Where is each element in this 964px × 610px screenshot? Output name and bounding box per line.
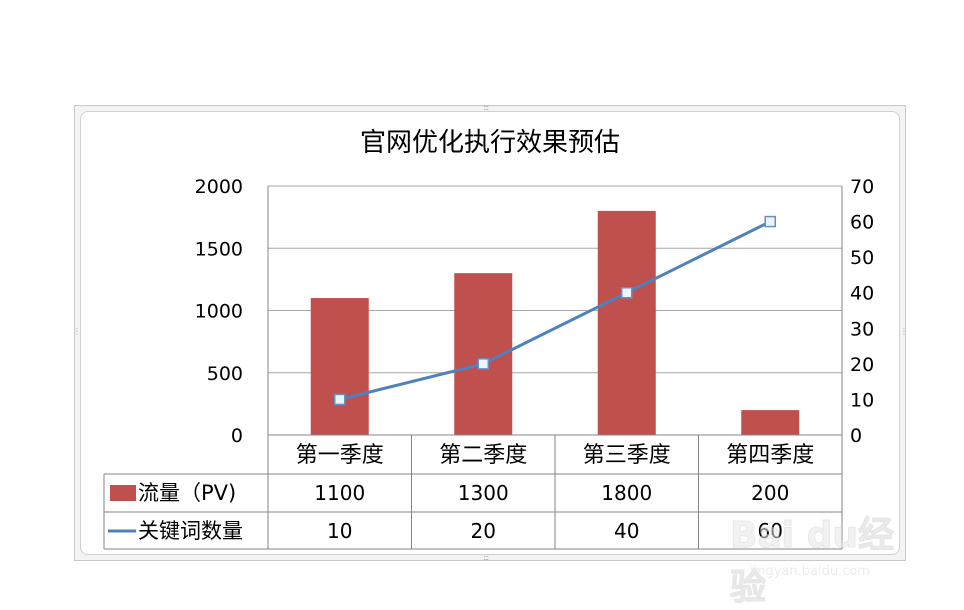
bar: [597, 210, 656, 435]
table-cell: 200: [751, 481, 789, 505]
category-label: 第一季度: [296, 443, 384, 468]
y-left-tick-label: 0: [231, 425, 243, 447]
y-left-tick-label: 2000: [195, 176, 243, 198]
y-left-tick-label: 1000: [195, 301, 243, 323]
line-point: [477, 358, 489, 370]
chart-frame[interactable]: ::: ::: ⋮ ⋮: [73, 103, 908, 562]
category-label: 第三季度: [583, 443, 671, 468]
category-label: 第四季度: [726, 443, 814, 468]
table-row-label: 流量（PV): [138, 481, 236, 505]
bar: [741, 410, 800, 435]
legend-key-bar: [110, 485, 136, 501]
y-left-tick-label: 1500: [195, 238, 243, 260]
table-cell: 1300: [458, 481, 509, 505]
y-right-tick-label: 50: [850, 247, 874, 269]
table-cell: 1800: [601, 481, 652, 505]
table-cell: 60: [758, 519, 783, 543]
watermark-url: jingyan.baidu.com: [750, 564, 870, 579]
y-left-tick-label: 500: [207, 363, 243, 385]
table-cell: 40: [614, 519, 639, 543]
resize-handle-top[interactable]: :::: [483, 103, 489, 112]
y-right-tick-label: 10: [850, 389, 874, 411]
line-point: [764, 215, 776, 228]
watermark-brand: Bai du经验: [730, 515, 895, 609]
y-right-tick-label: 0: [850, 425, 862, 447]
resize-handle-left[interactable]: ⋮: [73, 327, 81, 336]
y-right-tick-label: 40: [850, 283, 874, 305]
category-label: 第二季度: [439, 443, 527, 468]
table-cell: 1100: [314, 481, 365, 505]
y-right-tick-label: 60: [850, 212, 874, 234]
line-point: [334, 393, 346, 406]
table-cell: 20: [471, 519, 496, 543]
y-right-tick-label: 30: [850, 318, 874, 340]
line-point: [621, 286, 633, 299]
chart-title: 官网优化执行效果预估: [360, 128, 620, 158]
table-cell: 10: [327, 519, 352, 543]
bar: [310, 298, 369, 435]
series-line: [339, 220, 771, 401]
y-right-tick-label: 20: [850, 354, 874, 376]
y-right-tick-label: 70: [850, 176, 874, 198]
watermark: Bai du经验 jingyan.baidu.com: [730, 496, 920, 609]
resize-handle-bottom[interactable]: :::: [483, 553, 489, 562]
resize-handle-right[interactable]: ⋮: [900, 327, 908, 336]
table-row-label: 关键词数量: [138, 519, 243, 543]
